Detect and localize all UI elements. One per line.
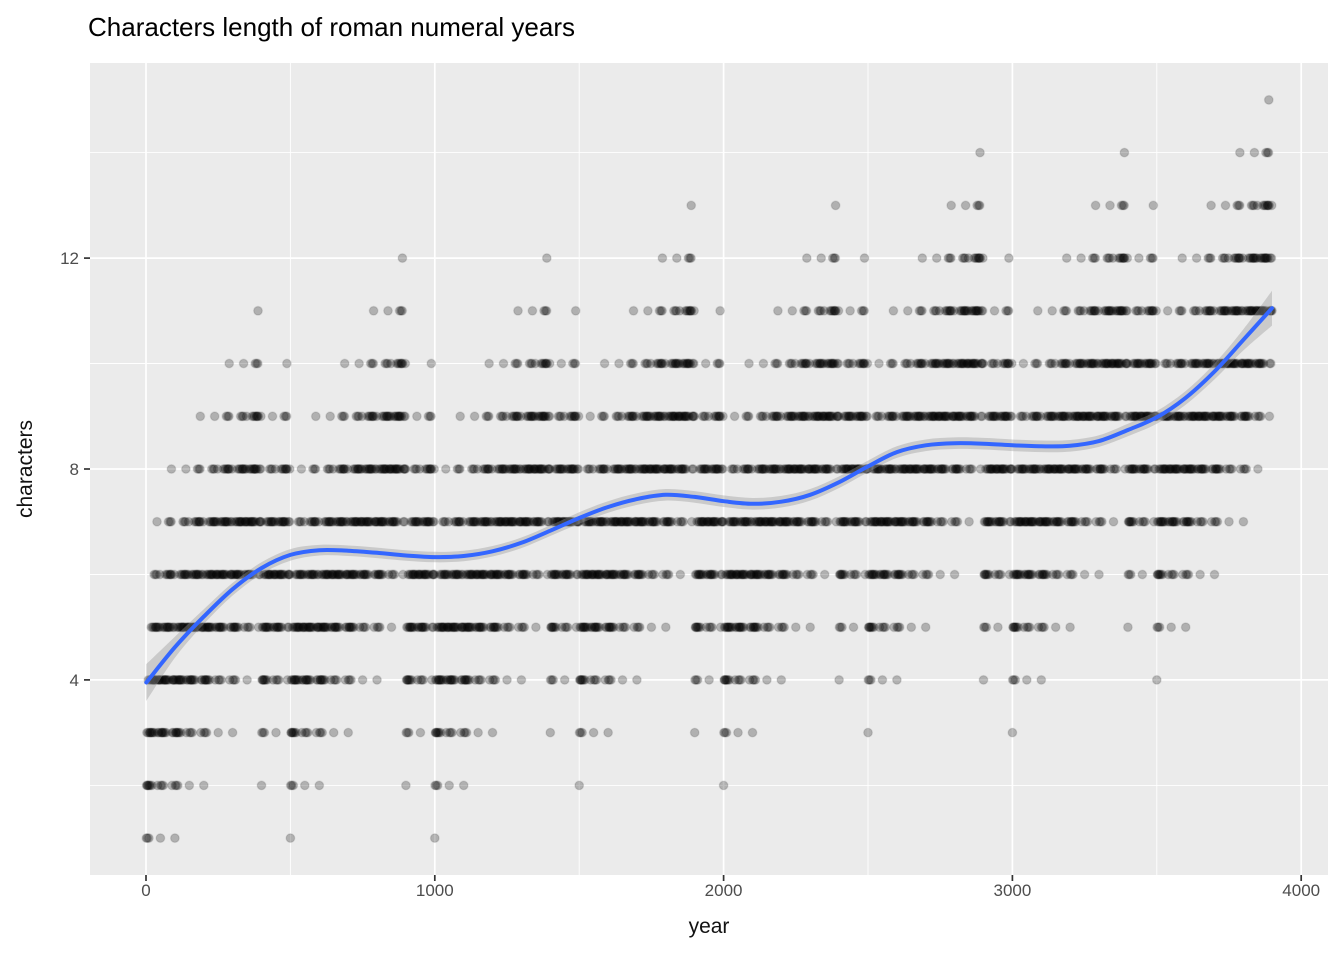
x-tick-labels: 0 1000 2000 3000 4000 — [141, 881, 1320, 900]
svg-text:2000: 2000 — [705, 881, 743, 900]
data-points — [141, 94, 1277, 844]
svg-text:0: 0 — [141, 881, 150, 900]
x-axis-title: year — [688, 915, 730, 938]
major-gridlines — [90, 63, 1328, 875]
y-tick-labels: 4 8 12 — [60, 249, 79, 690]
chart-title: Characters length of roman numeral years — [88, 12, 576, 42]
axis-tick-marks — [84, 257, 1303, 881]
confidence-ribbon — [146, 290, 1272, 701]
svg-text:4000: 4000 — [1282, 881, 1320, 900]
svg-text:8: 8 — [70, 460, 79, 479]
y-axis-title: characters — [14, 419, 37, 519]
svg-text:12: 12 — [60, 249, 79, 268]
svg-text:1000: 1000 — [416, 881, 454, 900]
smooth-line — [144, 306, 1274, 685]
svg-text:4: 4 — [70, 671, 79, 690]
svg-text:3000: 3000 — [993, 881, 1031, 900]
